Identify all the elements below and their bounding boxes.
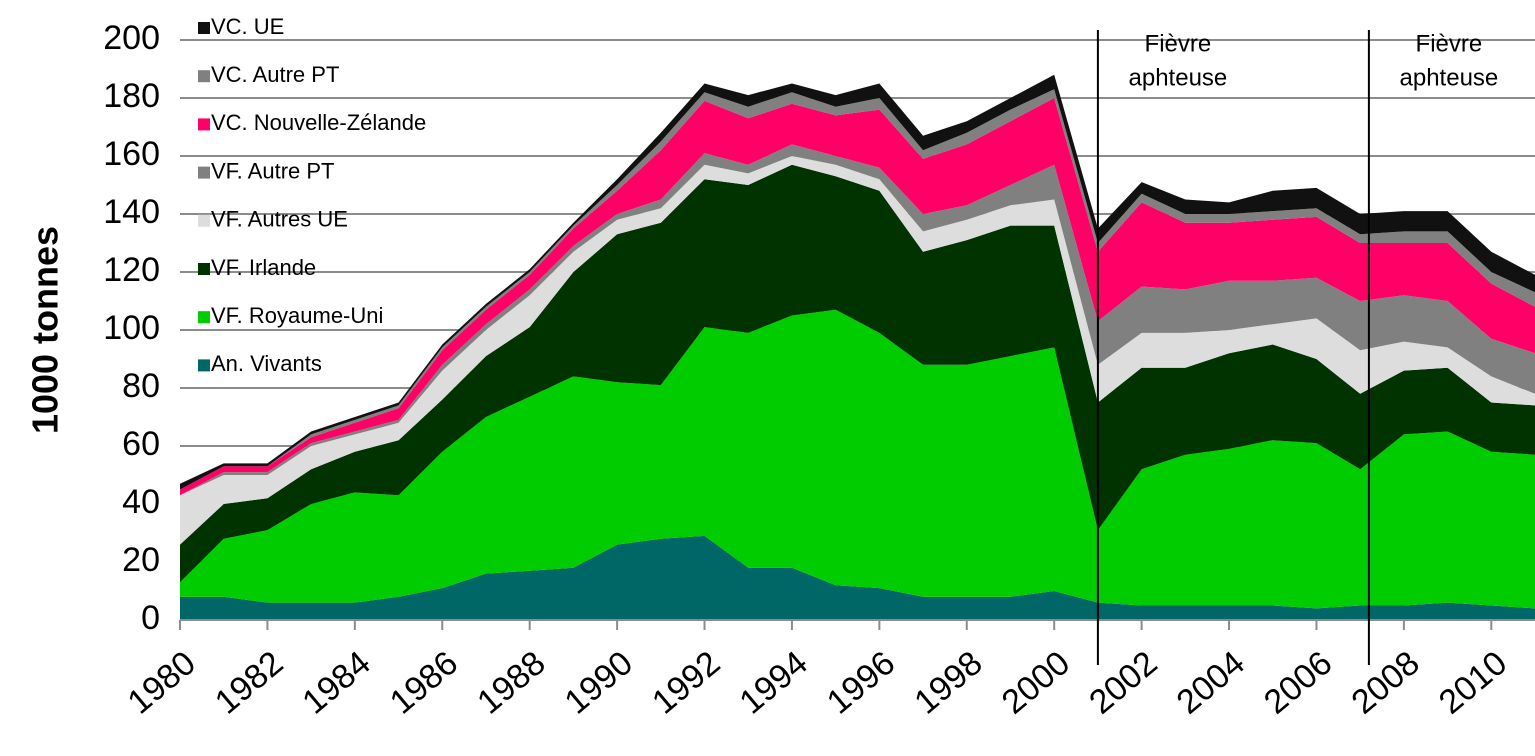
y-tick-label: 120 — [103, 251, 160, 289]
y-tick-label: 160 — [103, 135, 160, 173]
y-tick-label: 20 — [122, 541, 160, 579]
legend-label: VF. Irlande — [211, 255, 316, 280]
y-tick-label: 80 — [122, 367, 160, 405]
legend-swatch — [198, 214, 210, 227]
x-tick-label: 1998 — [907, 644, 989, 722]
legend-label: VF. Royaume-Uni — [211, 303, 383, 328]
area — [180, 535, 1535, 620]
x-tick-label: 1990 — [558, 644, 640, 722]
legend-swatch — [198, 263, 210, 275]
x-tick-label: 2006 — [1257, 644, 1339, 722]
legend-swatch — [198, 22, 210, 34]
legend-swatch — [198, 118, 210, 131]
legend-label: VF. Autre PT — [211, 158, 335, 183]
area — [180, 144, 1535, 496]
y-tick-label: 60 — [122, 425, 160, 463]
legend-swatch — [198, 359, 210, 372]
x-tick-label: 2000 — [995, 644, 1077, 722]
area — [180, 309, 1535, 609]
x-tick-label: 1996 — [820, 644, 902, 722]
annotation-text: Fièvre — [1145, 30, 1212, 57]
legend-label: VF. Autres UE — [211, 207, 348, 232]
annotation-text: Fièvre — [1416, 30, 1483, 57]
y-axis-label: 1000 tonnes — [25, 226, 66, 434]
x-tick-label: 1994 — [732, 644, 814, 722]
legend-swatch — [198, 70, 210, 83]
annotation-text: aphteuse — [1400, 64, 1499, 91]
annotation-text: aphteuse — [1129, 64, 1228, 91]
x-tick-label: 1980 — [121, 644, 203, 722]
y-tick-label: 0 — [141, 599, 160, 637]
legend-label: VC. UE — [211, 14, 284, 39]
legend-swatch — [198, 166, 210, 179]
y-tick-label: 100 — [103, 309, 160, 347]
legend-label: An. Vivants — [211, 351, 322, 376]
x-tick-label: 1984 — [295, 644, 377, 722]
legend-label: VC. Autre PT — [211, 62, 339, 87]
y-tick-label: 180 — [103, 77, 160, 115]
legend-label: VC. Nouvelle-Zélande — [211, 110, 426, 135]
x-tick-label: 2004 — [1170, 644, 1252, 722]
legend-swatch — [198, 311, 210, 324]
y-tick-label: 40 — [122, 483, 160, 521]
x-tick-label: 2008 — [1344, 644, 1426, 722]
area — [180, 164, 1535, 583]
y-tick-label: 140 — [103, 193, 160, 231]
x-tick-label: 2010 — [1432, 644, 1514, 722]
x-tick-label: 1988 — [470, 644, 552, 722]
x-tick-label: 1986 — [383, 644, 465, 722]
x-tick-label: 1992 — [645, 644, 727, 722]
x-tick-label: 1982 — [208, 644, 290, 722]
x-tick-label: 2002 — [1082, 644, 1164, 722]
y-tick-label: 200 — [103, 19, 160, 57]
